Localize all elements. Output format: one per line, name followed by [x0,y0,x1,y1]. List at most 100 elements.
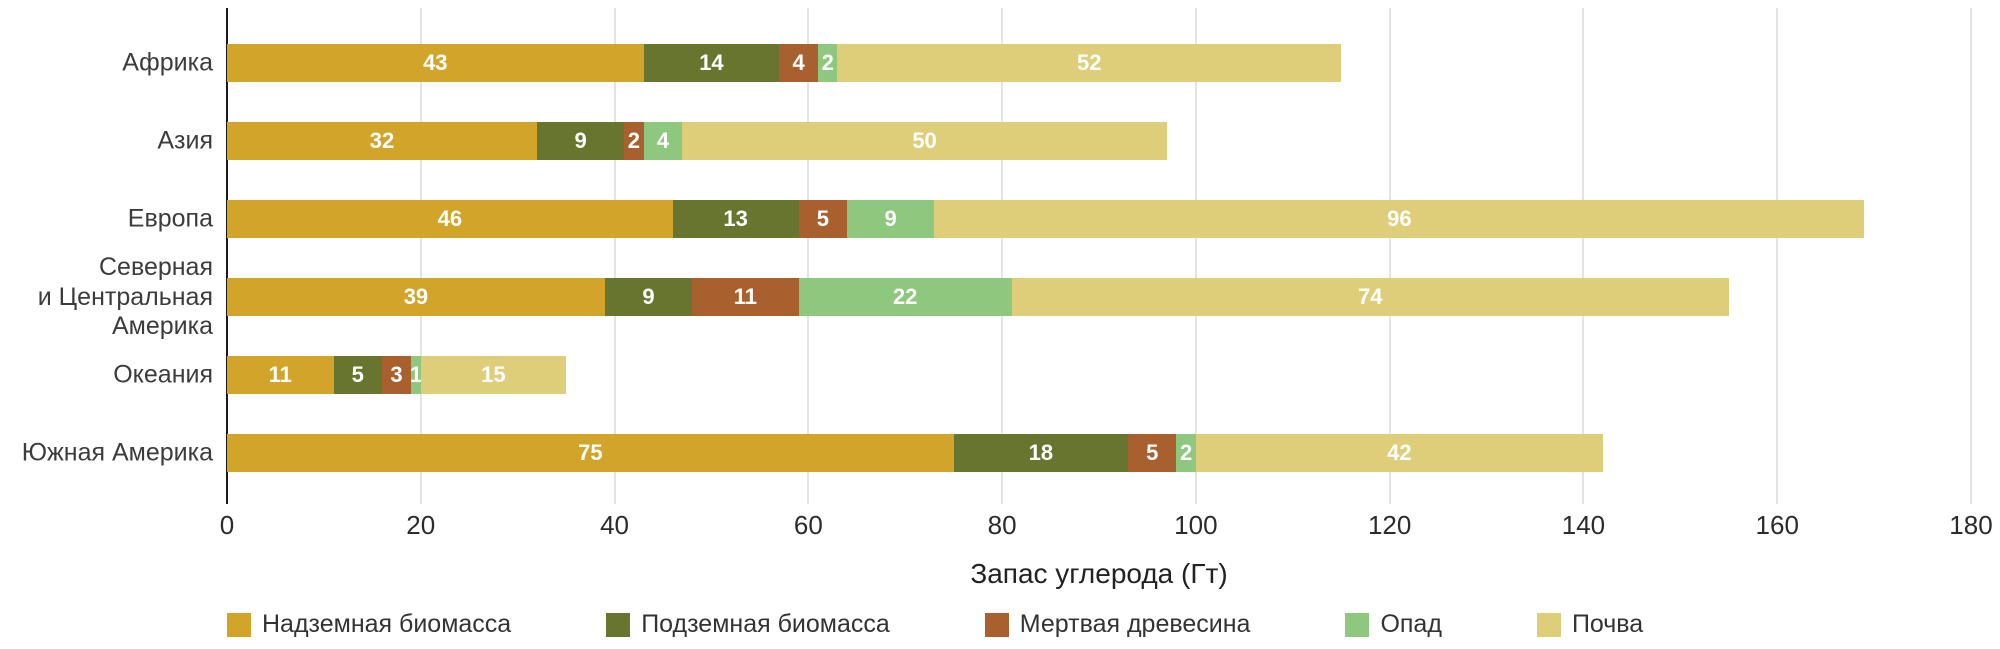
bar-segment: 4 [643,122,683,160]
bar-segment: 5 [333,356,382,394]
legend-swatch [606,612,631,637]
bar-segment: 32 [227,122,538,160]
x-tick-label: 140 [1561,510,1606,540]
bar-segment: 96 [934,200,1865,238]
gridline [807,8,809,504]
bar-segment: 1 [410,356,422,394]
stacked-bar: 75 18 5 2 42 [227,434,1971,472]
bar-segment: 13 [672,200,799,238]
plot-area: Африка 43 14 4 2 52 Азия 32 9 2 4 50 Европа 46 13 5 9 96 С… [22,8,1972,504]
value-label: 2 [821,50,834,75]
chart-row: Азия 32 9 2 4 50 [157,102,1971,180]
value-label: 22 [892,284,918,309]
bar-segment: 43 [227,44,644,82]
legend-item: Мертвая древесина [984,610,1251,639]
value-label: 11 [268,362,292,387]
value-label: 4 [792,50,805,75]
legend-item: Надземная биомасса [227,610,511,639]
value-label: 75 [578,440,603,465]
x-tick-label: 40 [600,510,630,540]
bar-segment: 4 [779,44,818,82]
legend-item: Опад [1345,610,1442,639]
value-label: 52 [1077,50,1102,75]
bar-segment: 5 [798,200,848,238]
gridline [1582,8,1584,504]
category-label: Африка [122,48,213,77]
y-axis-line [226,8,228,504]
legend-swatch [984,612,1009,637]
bar-segment: 5 [1128,434,1177,472]
bar-segment: 52 [837,44,1342,82]
bar-segment: 2 [1176,434,1196,472]
value-label: 43 [423,50,448,75]
value-label: 11 [733,284,757,309]
stacked-bar: 46 13 5 9 96 [227,200,1971,238]
value-label: 15 [481,362,506,387]
value-label: 42 [1387,440,1412,465]
x-tick-label: 60 [793,510,823,540]
category-label: Южная Америка [21,438,213,467]
category-label: Азия [157,126,213,155]
legend-label: Опад [1380,610,1442,638]
stacked-bar: 11 5 3 1 15 [227,356,1971,394]
legend: Надземная биомасса Подземная биомасса Мерт… [227,610,1643,639]
x-tick-label: 180 [1949,510,1993,540]
x-tick-label: 80 [987,510,1017,540]
gridline [1195,8,1197,504]
stacked-bar: 39 9 11 22 74 [227,278,1971,316]
bar-segment: 9 [537,122,625,160]
bar-segment: 2 [624,122,644,160]
bar-segment: 9 [847,200,935,238]
value-label: 14 [699,50,724,75]
bar-segment: 3 [382,356,412,394]
legend-swatch [1345,612,1370,637]
bar-segment: 2 [818,44,838,82]
category-label: Океания [113,360,213,389]
legend-item: Подземная биомасса [606,610,890,639]
chart-row: Европа 46 13 5 9 96 [128,180,1971,258]
chart-row: Океания 11 5 3 1 15 [113,336,1971,414]
bars-layer: Африка 43 14 4 2 52 Азия 32 9 2 4 50 Европа 46 13 5 9 96 С… [22,8,1971,504]
bar-segment: 74 [1011,278,1729,316]
category-label: Северная и Центральная Америка [37,252,213,340]
x-axis-tick-labels: 0 20 40 60 80 100 120 140 160 180 [220,510,1993,542]
legend-item: Почва [1536,610,1644,639]
value-label: 9 [574,128,587,153]
bar-segment: 75 [227,434,954,472]
gridline [1001,8,1003,504]
value-label: 2 [627,128,641,153]
gridline [420,8,422,504]
bar-segment: 11 [692,278,799,316]
value-label: 4 [656,128,670,153]
value-label: 9 [642,284,655,309]
x-tick-label: 100 [1174,510,1218,540]
gridline [1389,8,1391,504]
value-label: 5 [351,362,364,387]
category-label: Европа [127,204,213,233]
x-tick-label: 160 [1755,510,1799,540]
chart-row: Южная Америка 75 18 5 2 42 [22,414,1971,492]
legend-label: Почва [1571,610,1644,638]
value-label: 5 [1146,440,1159,465]
x-tick-label: 20 [406,510,436,540]
legend-swatch [227,612,251,637]
bar-segment: 15 [420,356,567,394]
stacked-bar: 43 14 4 2 52 [227,44,1971,82]
bar-segment: 46 [227,200,673,238]
chart-row: Северная и Центральная Америка 39 9 11 22 74 [38,253,1971,340]
value-label: 32 [369,128,395,153]
bar-segment: 39 [227,278,605,316]
bar-segment: 50 [682,122,1167,160]
value-label: 2 [1180,440,1193,465]
value-label: 39 [403,284,429,309]
bar-segment: 42 [1195,434,1603,472]
gridline [1776,8,1778,504]
legend-label: Мертвая древесина [1019,610,1251,638]
x-axis-title: Запас углерода (Гт) [970,558,1228,589]
bar-segment: 18 [953,434,1129,472]
bar-segment: 11 [227,356,334,394]
chart-row: Африка 43 14 4 2 52 [122,24,1971,102]
value-label: 5 [816,206,829,231]
value-label: 96 [1387,206,1412,231]
